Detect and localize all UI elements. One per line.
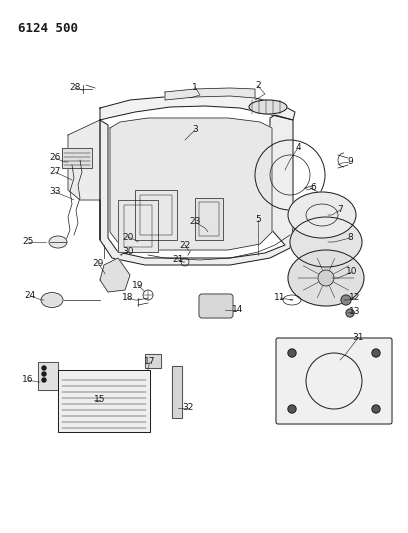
Bar <box>38 362 58 390</box>
Ellipse shape <box>49 236 67 248</box>
Circle shape <box>341 295 351 305</box>
Bar <box>118 200 158 252</box>
Text: 11: 11 <box>274 294 286 303</box>
Circle shape <box>288 405 296 413</box>
Circle shape <box>288 349 296 357</box>
Ellipse shape <box>249 100 287 114</box>
Bar <box>140 195 172 235</box>
Text: 22: 22 <box>180 240 191 249</box>
Bar <box>62 148 92 168</box>
Circle shape <box>42 378 46 382</box>
Ellipse shape <box>290 217 362 267</box>
Text: 29: 29 <box>92 259 104 268</box>
Circle shape <box>372 405 380 413</box>
Bar <box>124 205 152 247</box>
Text: 18: 18 <box>122 294 134 303</box>
Text: 1: 1 <box>192 83 198 92</box>
Bar <box>135 190 177 240</box>
Ellipse shape <box>288 192 356 238</box>
Bar <box>135 190 177 240</box>
Text: 7: 7 <box>337 206 343 214</box>
Text: 2: 2 <box>255 82 261 91</box>
Text: 9: 9 <box>347 157 353 166</box>
Text: 30: 30 <box>122 247 134 256</box>
Bar <box>172 366 182 418</box>
Text: 10: 10 <box>346 268 358 277</box>
Text: 15: 15 <box>94 395 106 405</box>
Circle shape <box>42 366 46 370</box>
Text: 6: 6 <box>310 183 316 192</box>
Polygon shape <box>100 115 293 265</box>
Text: 24: 24 <box>24 292 35 301</box>
Text: 8: 8 <box>347 233 353 243</box>
Text: 3: 3 <box>192 125 198 134</box>
Polygon shape <box>165 88 255 100</box>
Polygon shape <box>68 120 100 240</box>
Text: 25: 25 <box>22 238 34 246</box>
Text: 17: 17 <box>144 358 156 367</box>
Text: 5: 5 <box>255 215 261 224</box>
Bar <box>145 354 161 368</box>
Circle shape <box>42 372 46 376</box>
Bar <box>118 200 158 252</box>
Bar <box>199 202 219 236</box>
Bar <box>195 198 223 240</box>
Bar <box>38 362 58 390</box>
Polygon shape <box>110 118 272 250</box>
Text: 26: 26 <box>49 154 61 163</box>
Text: 20: 20 <box>122 232 134 241</box>
Ellipse shape <box>41 293 63 308</box>
Bar <box>58 370 150 432</box>
FancyBboxPatch shape <box>199 294 233 318</box>
Text: 14: 14 <box>232 305 244 314</box>
Ellipse shape <box>288 250 364 306</box>
Text: 31: 31 <box>352 334 364 343</box>
Bar <box>172 366 182 418</box>
Text: 21: 21 <box>172 255 184 264</box>
Text: 12: 12 <box>349 294 361 303</box>
Circle shape <box>346 309 354 317</box>
Bar <box>195 198 223 240</box>
Text: 32: 32 <box>182 403 194 413</box>
Text: 28: 28 <box>69 84 81 93</box>
Bar <box>62 148 92 168</box>
Text: 33: 33 <box>49 188 61 197</box>
FancyBboxPatch shape <box>276 338 392 424</box>
Text: 6124 500: 6124 500 <box>18 22 78 35</box>
Bar <box>58 370 150 432</box>
Text: 13: 13 <box>349 308 361 317</box>
Circle shape <box>372 349 380 357</box>
Text: 27: 27 <box>49 167 61 176</box>
Polygon shape <box>100 94 295 120</box>
Polygon shape <box>100 258 130 292</box>
Circle shape <box>318 270 334 286</box>
Bar <box>145 354 161 368</box>
Text: 19: 19 <box>132 280 144 289</box>
Text: 23: 23 <box>189 217 201 227</box>
Text: 4: 4 <box>295 143 301 152</box>
Text: 16: 16 <box>22 376 34 384</box>
